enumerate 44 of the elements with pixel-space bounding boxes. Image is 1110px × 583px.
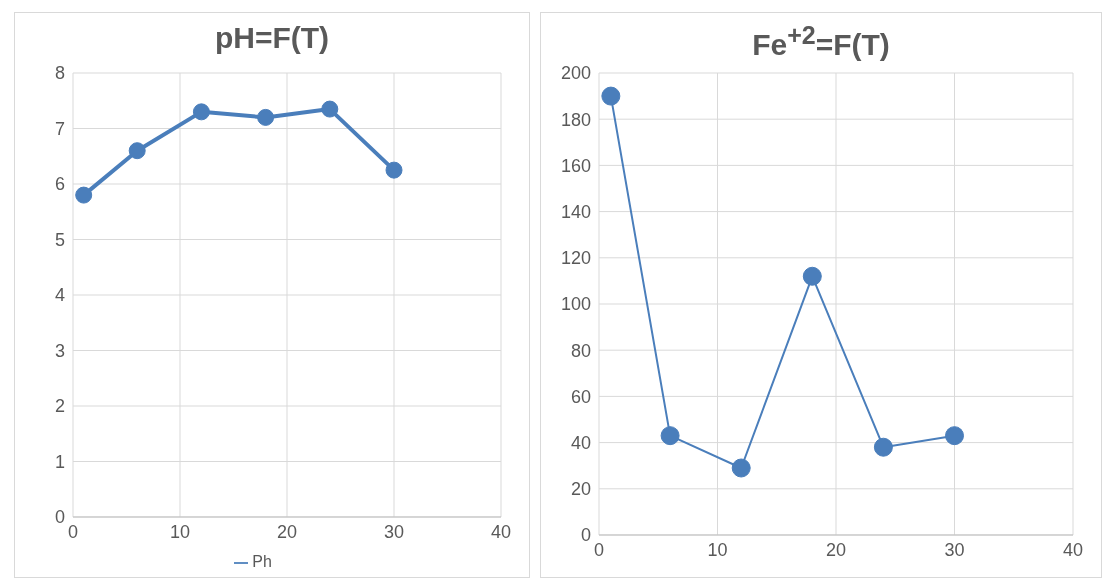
legend-label: Ph xyxy=(252,553,272,570)
point xyxy=(385,161,403,179)
y-tick-label: 80 xyxy=(570,340,591,361)
chart-title: pH=F(T) xyxy=(213,21,331,56)
point xyxy=(802,266,822,286)
y-tick-label: 0 xyxy=(54,507,65,528)
y-tick-label: 2 xyxy=(54,396,65,417)
y-tick-label: 100 xyxy=(560,294,591,315)
y-tick-label: 4 xyxy=(54,285,65,306)
y-tick-label: 8 xyxy=(54,63,65,84)
x-tick-label: 0 xyxy=(593,539,605,560)
y-tick-label: 180 xyxy=(560,109,591,130)
y-tick-label: 160 xyxy=(560,155,591,176)
y-tick-label: 120 xyxy=(560,248,591,269)
point xyxy=(731,458,751,478)
x-tick-label: 40 xyxy=(1062,539,1084,560)
x-tick-label: 20 xyxy=(276,521,298,542)
y-tick-label: 60 xyxy=(570,386,591,407)
y-tick-label: 3 xyxy=(54,340,65,361)
point xyxy=(873,437,893,457)
y-tick-label: 20 xyxy=(570,479,591,500)
chart-title: Fe$^{+2}$=F(T) xyxy=(751,21,891,63)
y-tick-label: 140 xyxy=(560,201,591,222)
x-tick-label: 10 xyxy=(707,539,728,560)
x-tick-label: 40 xyxy=(490,521,512,542)
y-tick-label: 40 xyxy=(570,432,591,453)
point xyxy=(321,100,339,118)
x-tick-label: 30 xyxy=(383,521,405,542)
x-tick-label: 10 xyxy=(169,521,191,542)
y-tick-label: 1 xyxy=(54,451,65,472)
point xyxy=(660,426,680,446)
point xyxy=(945,426,964,446)
x-tick-label: 30 xyxy=(944,539,965,560)
point xyxy=(601,86,621,106)
y-tick-label: 7 xyxy=(54,118,65,139)
point xyxy=(75,186,93,204)
y-tick-label: 6 xyxy=(54,174,65,195)
y-tick-label: 5 xyxy=(54,229,65,250)
x-tick-label: 0 xyxy=(67,521,79,542)
point xyxy=(128,142,146,160)
point xyxy=(257,108,275,126)
point xyxy=(192,103,210,121)
x-tick-label: 20 xyxy=(825,539,847,560)
y-tick-label: 200 xyxy=(560,63,591,84)
